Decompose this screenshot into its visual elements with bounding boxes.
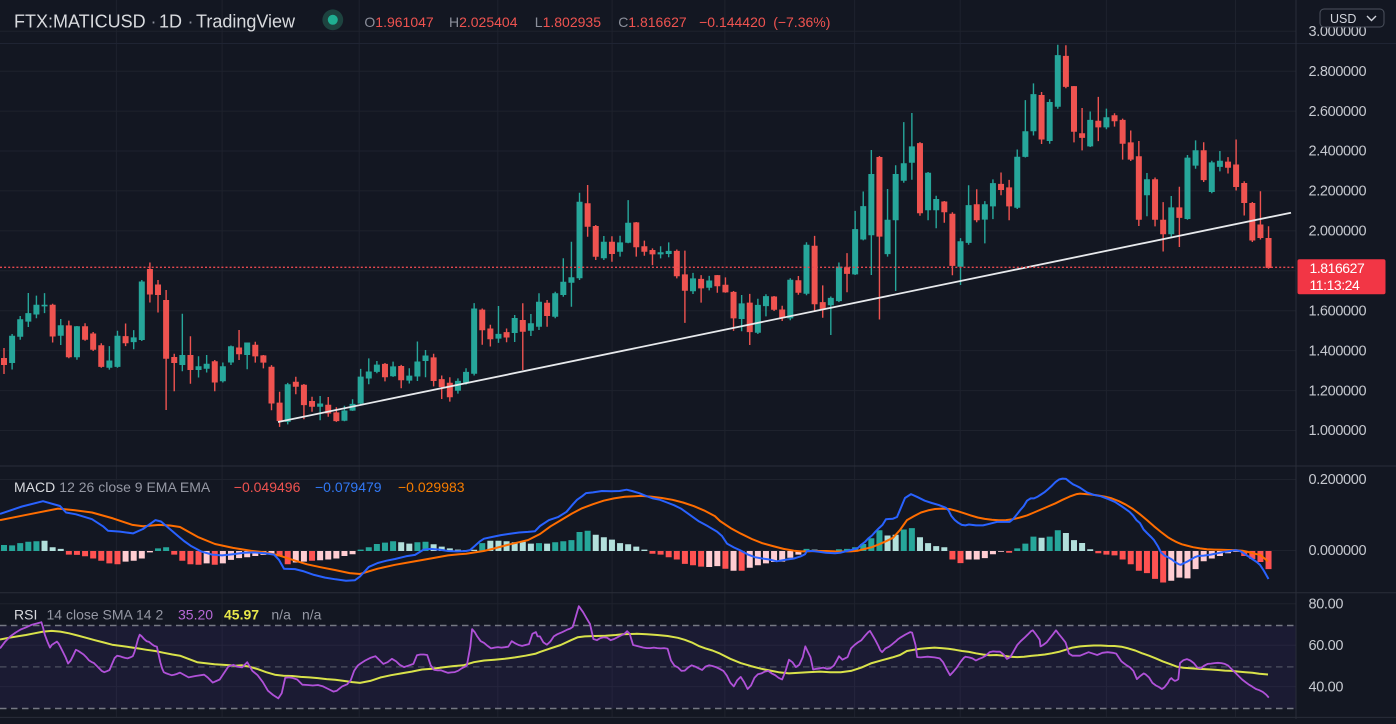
svg-text:n/a: n/a [271,607,291,623]
svg-text:·: · [188,12,194,32]
svg-text:40.00: 40.00 [1309,679,1344,695]
svg-text:USD: USD [1330,12,1356,26]
svg-text:3.000000: 3.000000 [1309,24,1367,40]
svg-text:n/a: n/a [302,607,322,623]
svg-text:MACD: MACD [14,479,55,495]
svg-text:1.600000: 1.600000 [1309,303,1367,319]
svg-text:60.00: 60.00 [1309,638,1344,654]
svg-text:−0.079479: −0.079479 [315,479,382,495]
svg-text:L: L [535,14,543,30]
svg-text:1.400000: 1.400000 [1309,343,1367,359]
svg-text:1.802935: 1.802935 [543,14,602,30]
svg-text:11:13:24: 11:13:24 [1310,277,1361,293]
svg-text:14 close SMA 14 2: 14 close SMA 14 2 [47,607,164,623]
svg-text:0.200000: 0.200000 [1309,472,1367,488]
svg-text:45.97: 45.97 [224,607,259,623]
svg-text:−0.029983: −0.029983 [398,479,465,495]
svg-text:1.961047: 1.961047 [375,14,434,30]
svg-text:12 26 close 9 EMA EMA: 12 26 close 9 EMA EMA [59,479,211,495]
svg-text:1.816627: 1.816627 [1310,260,1365,276]
svg-text:1D: 1D [159,12,182,32]
svg-text:2.025404: 2.025404 [459,14,518,30]
svg-text:2.600000: 2.600000 [1309,104,1367,120]
svg-text:·: · [151,12,157,32]
svg-text:−0.144420: −0.144420 [699,14,766,30]
svg-text:2.800000: 2.800000 [1309,64,1367,80]
svg-text:C: C [618,14,628,30]
svg-text:O: O [364,14,375,30]
svg-text:2.000000: 2.000000 [1309,224,1367,240]
svg-text:1.816627: 1.816627 [628,14,687,30]
svg-text:H: H [449,14,459,30]
svg-text:0.000000: 0.000000 [1309,543,1367,559]
svg-text:1.200000: 1.200000 [1309,383,1367,399]
svg-text:1.000000: 1.000000 [1309,423,1367,439]
svg-text:35.20: 35.20 [178,607,213,623]
svg-text:−0.049496: −0.049496 [234,479,301,495]
svg-text:FTX:MATICUSD: FTX:MATICUSD [14,12,146,32]
svg-text:80.00: 80.00 [1309,597,1344,613]
svg-text:2.200000: 2.200000 [1309,184,1367,200]
svg-text:(−7.36%): (−7.36%) [773,14,830,30]
svg-text:TradingView: TradingView [196,12,296,32]
svg-text:2.400000: 2.400000 [1309,144,1367,160]
svg-text:RSI: RSI [14,607,37,623]
